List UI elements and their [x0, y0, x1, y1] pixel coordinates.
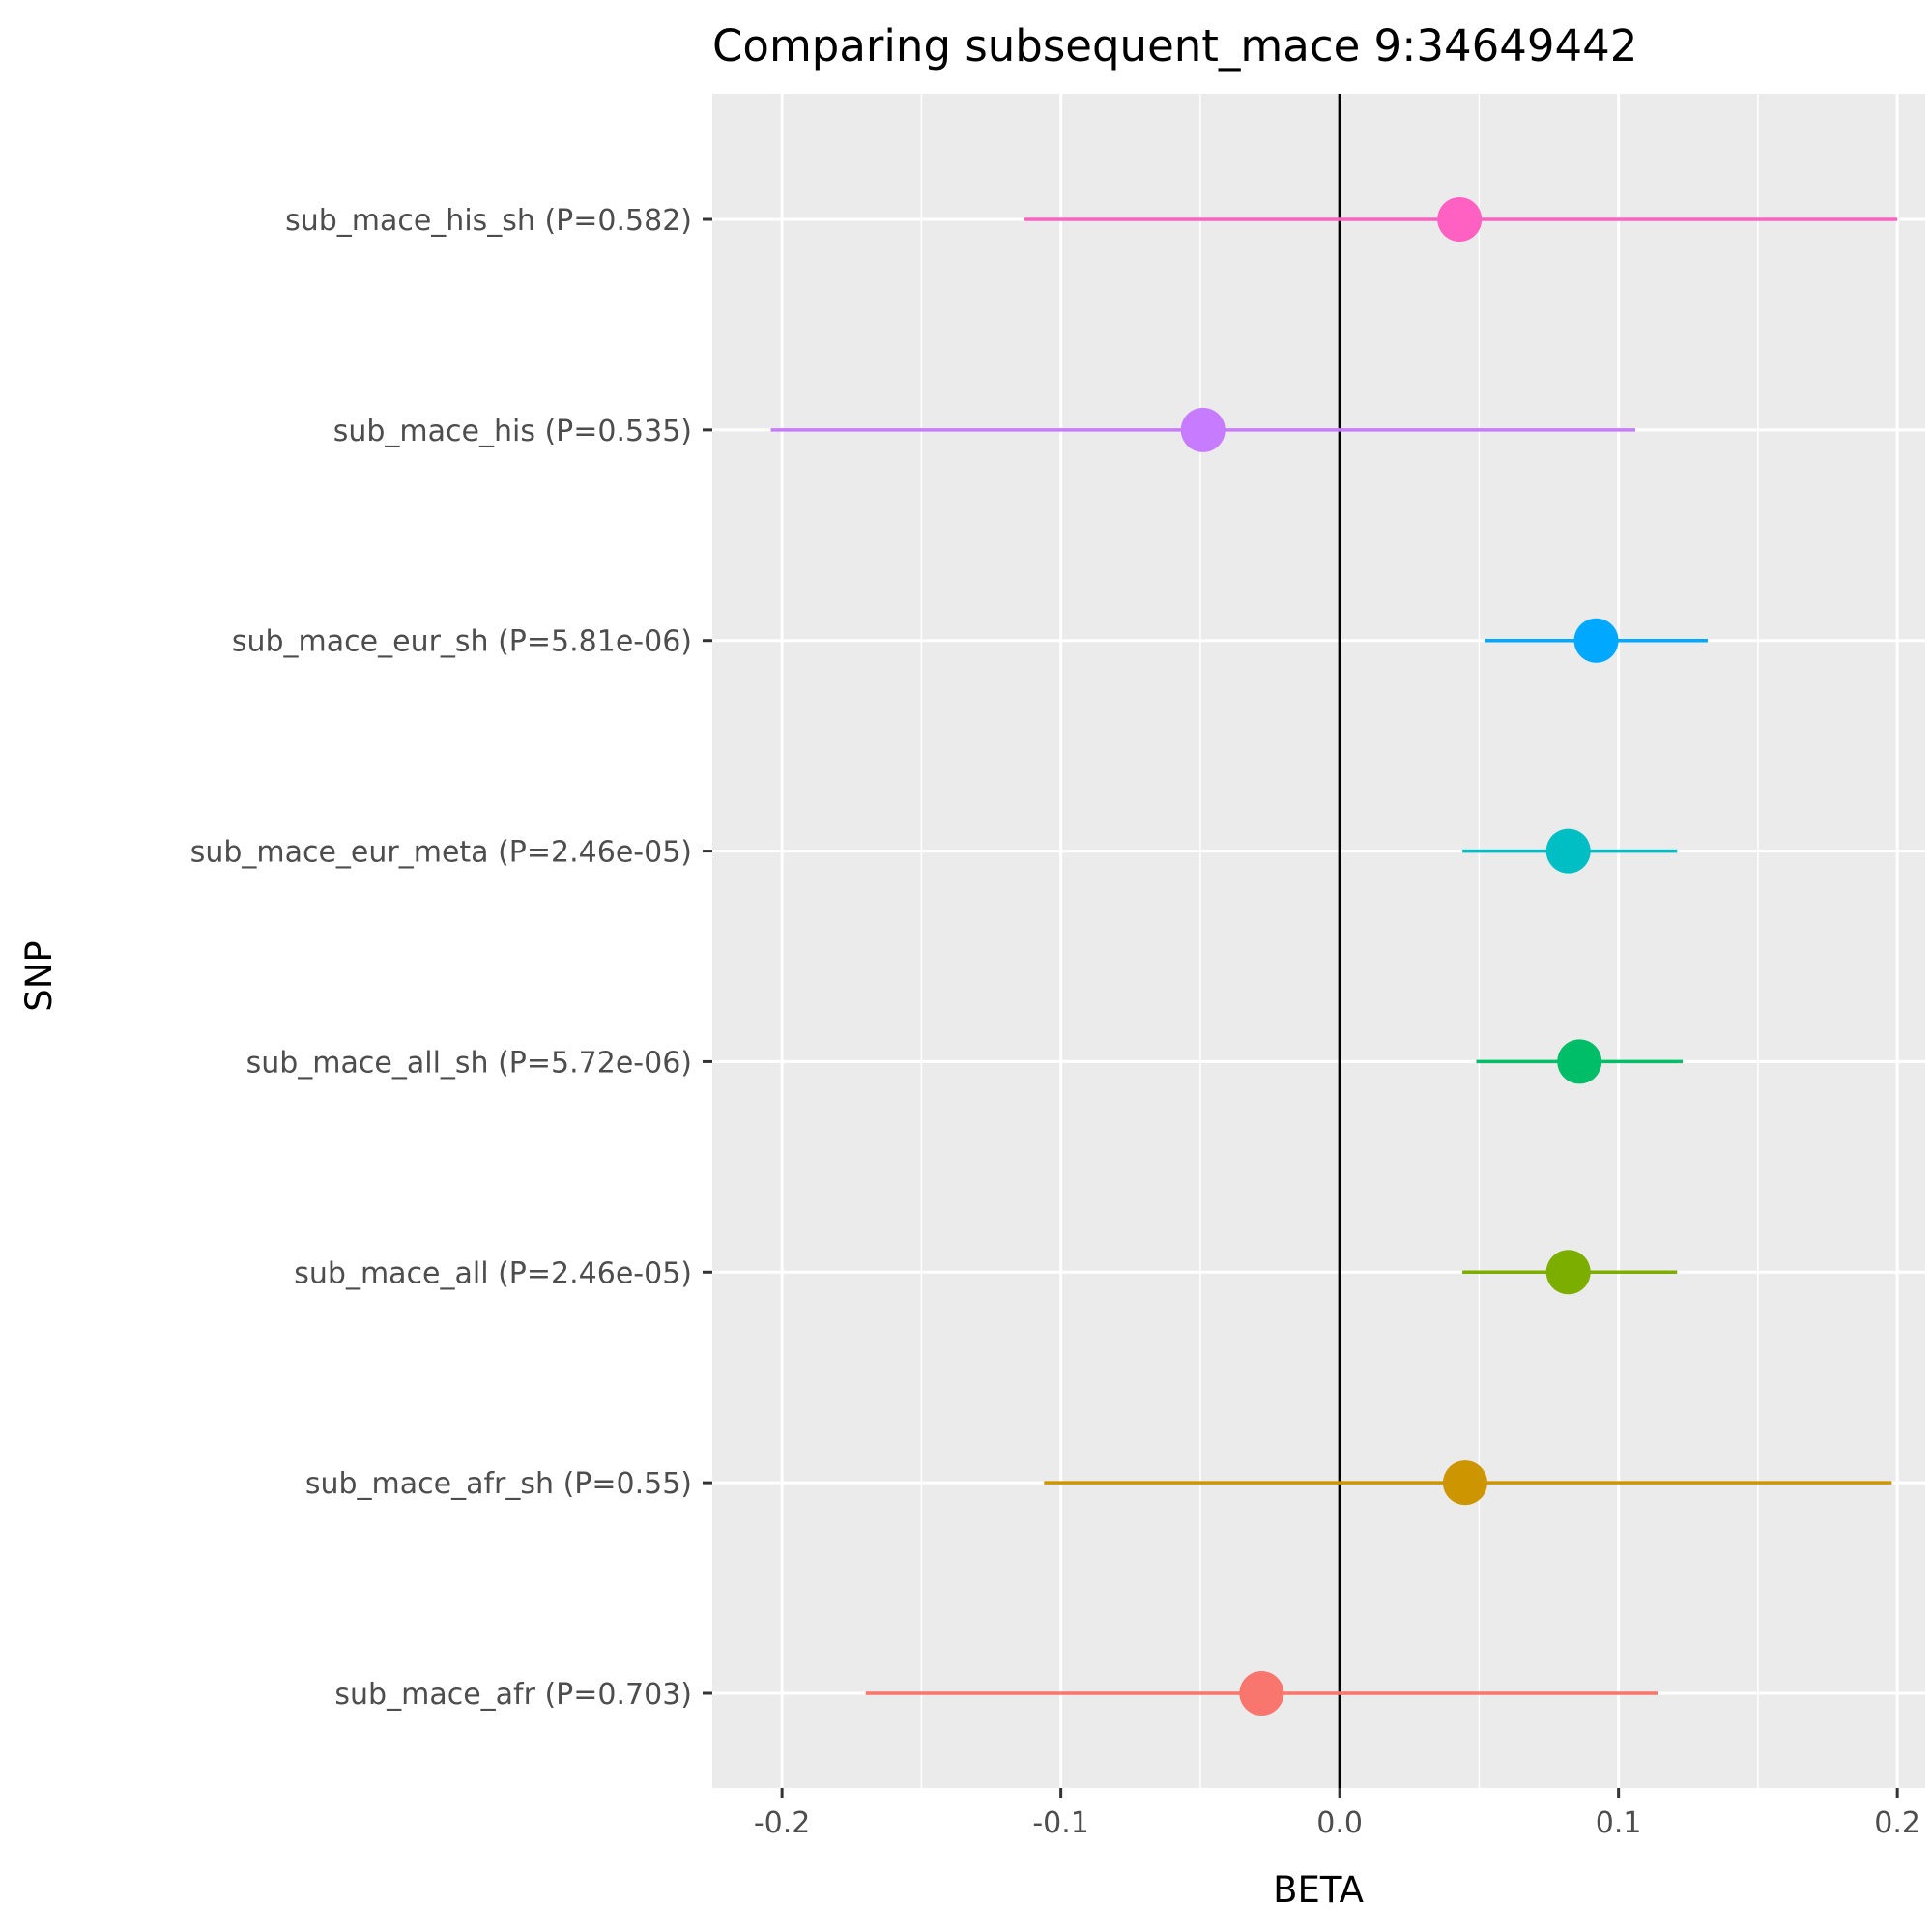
x-axis: -0.2 -0.1 0.0 0.1 0.2 — [754, 1788, 1920, 1840]
x-tick-label: 0.1 — [1596, 1806, 1642, 1840]
y-axis: sub_mace_his_sh (P=0.582) sub_mace_his (P… — [190, 204, 712, 1712]
beta-point — [1545, 1250, 1591, 1295]
beta-point — [1557, 1039, 1602, 1084]
beta-point — [1239, 1671, 1284, 1716]
chart-title: Comparing subsequent_mace 9:34649442 — [712, 20, 1637, 72]
y-tick-label: sub_mace_his_sh (P=0.582) — [285, 204, 692, 238]
y-tick-label: sub_mace_all (P=2.46e-05) — [294, 1256, 692, 1290]
data-marks — [770, 197, 1898, 1716]
y-tick-label: sub_mace_afr_sh (P=0.55) — [305, 1467, 692, 1501]
y-axis-title: SNP — [18, 940, 60, 1011]
panel-background — [712, 94, 1925, 1788]
x-tick-label: -0.1 — [1032, 1806, 1089, 1840]
y-tick-label: sub_mace_his (P=0.535) — [333, 415, 692, 448]
beta-point — [1442, 1460, 1487, 1506]
beta-point — [1545, 828, 1591, 874]
y-tick-label: sub_mace_all_sh (P=5.72e-06) — [246, 1046, 692, 1080]
minor-gridlines — [920, 94, 1759, 1788]
y-tick-label: sub_mace_afr (P=0.703) — [334, 1678, 692, 1712]
x-axis-title: BETA — [1273, 1869, 1364, 1911]
beta-point — [1437, 197, 1483, 242]
beta-point — [1573, 618, 1619, 663]
x-tick-label: 0.2 — [1874, 1806, 1920, 1840]
beta-point — [1180, 407, 1226, 452]
y-tick-label: sub_mace_eur_sh (P=5.81e-06) — [232, 625, 692, 659]
y-tick-label: sub_mace_eur_meta (P=2.46e-05) — [190, 836, 692, 870]
x-tick-label: -0.2 — [754, 1806, 811, 1840]
x-tick-label: 0.0 — [1316, 1806, 1363, 1840]
